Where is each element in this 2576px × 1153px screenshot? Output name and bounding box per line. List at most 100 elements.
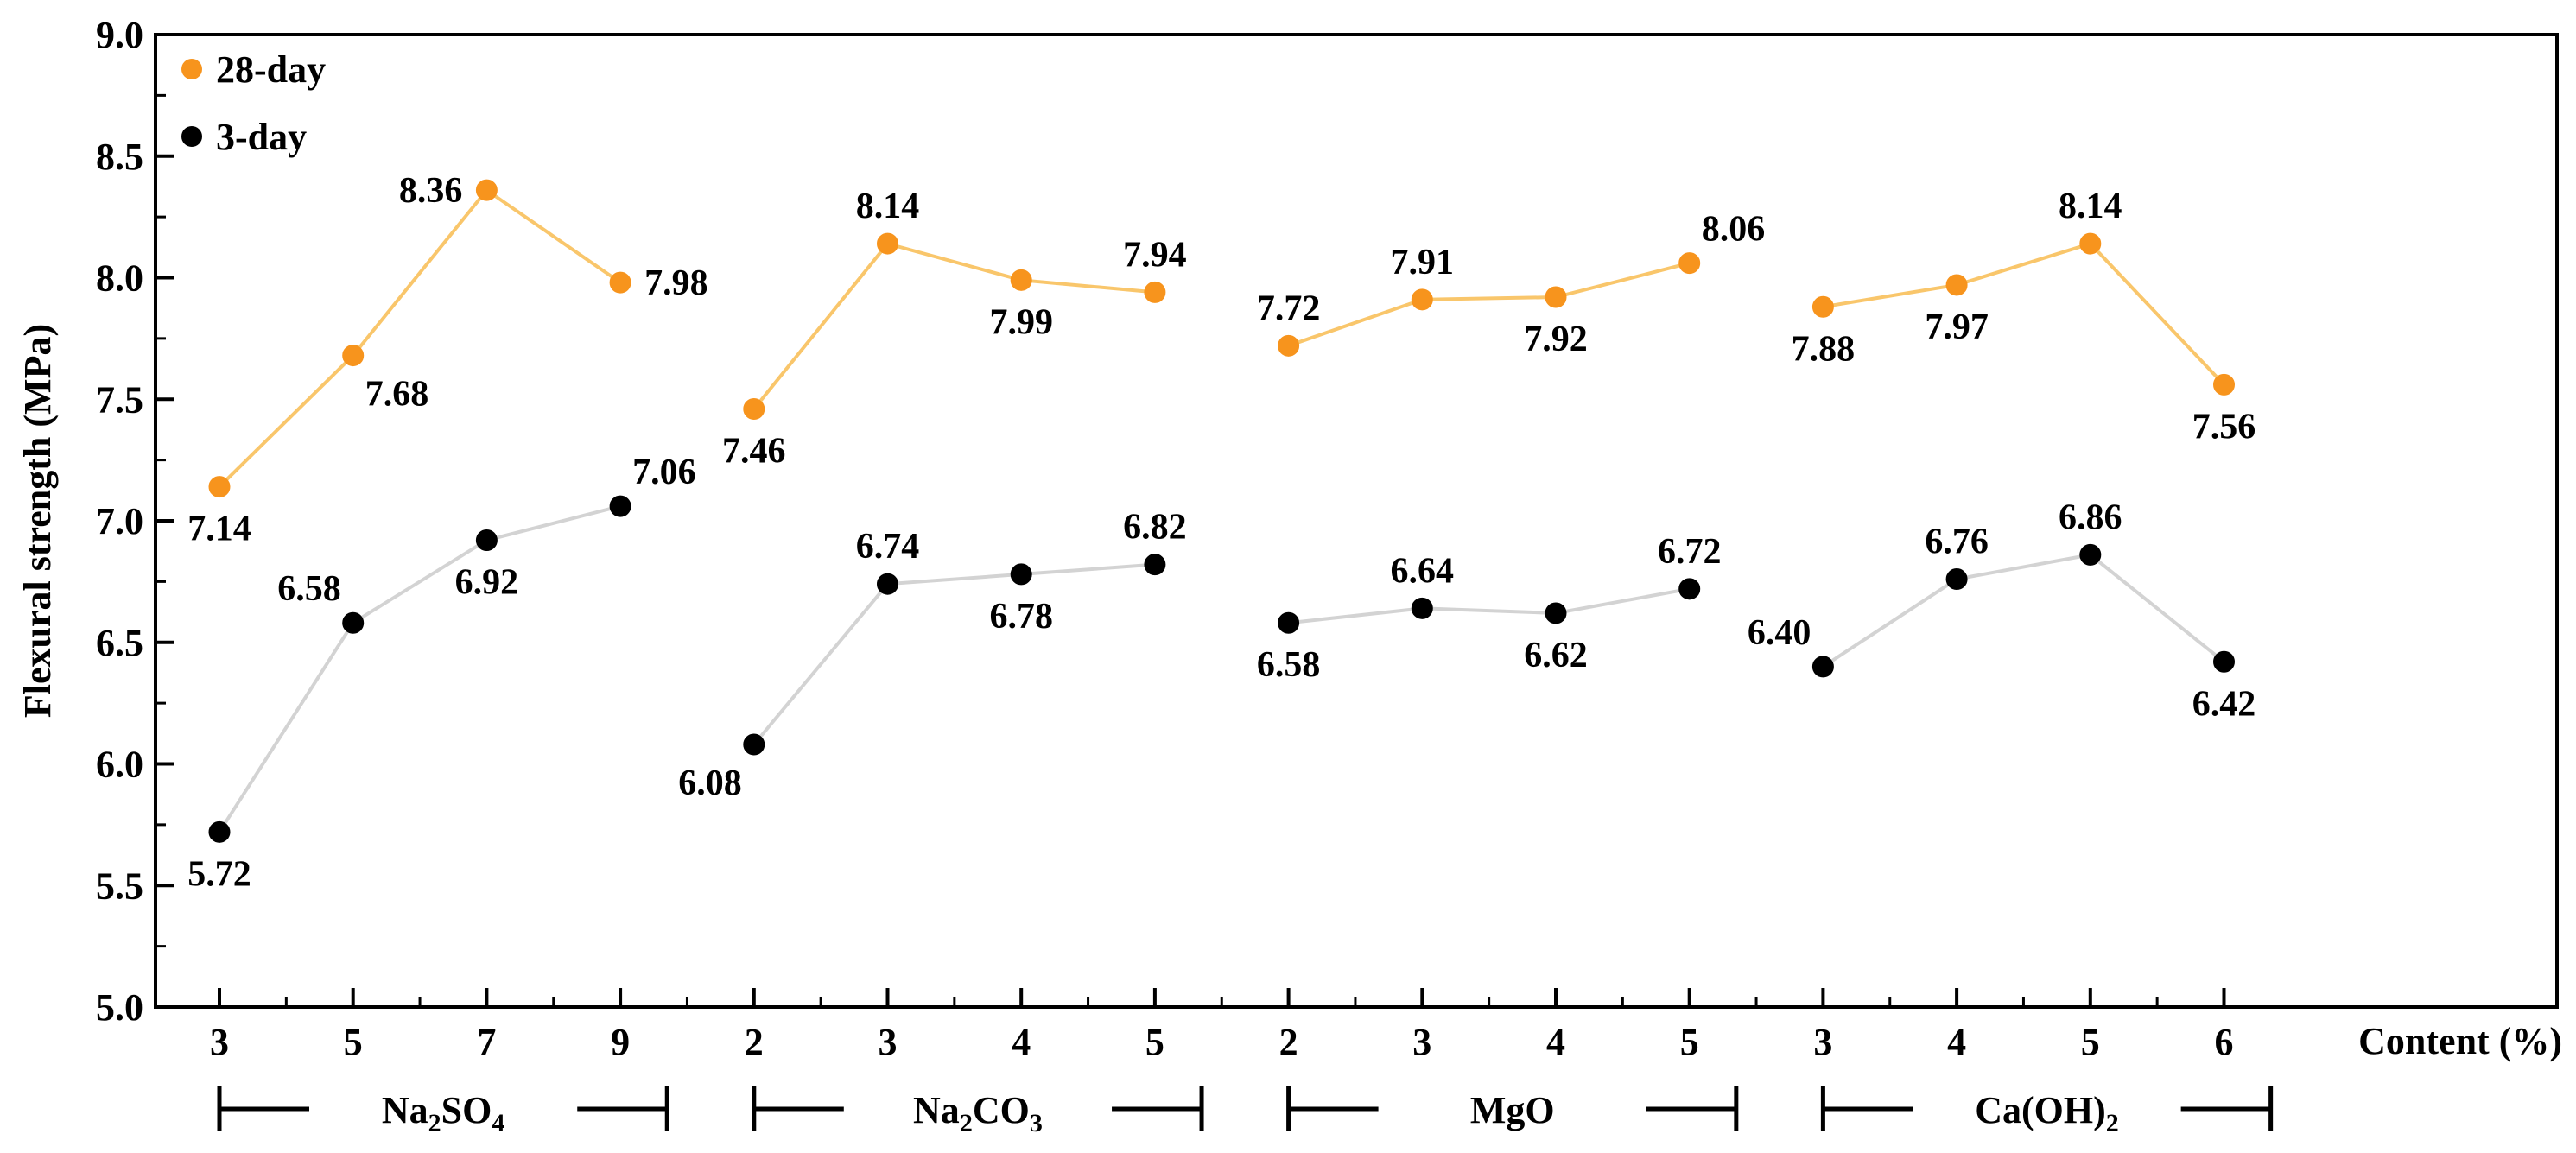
- data-label: 6.82: [1123, 508, 1187, 548]
- data-label: 6.62: [1524, 636, 1588, 675]
- data-point-3-day: [1411, 597, 1433, 619]
- data-point-3-day: [2079, 543, 2102, 566]
- series-line-3-day: [1822, 553, 2225, 668]
- data-point-3-day: [342, 611, 365, 634]
- data-point-3-day: [208, 820, 231, 843]
- group-label: MgO: [1470, 1089, 1555, 1131]
- data-label: 6.72: [1658, 532, 1722, 572]
- x-tick-label: 5: [1145, 1021, 1164, 1063]
- data-label: 7.56: [2192, 407, 2256, 447]
- data-label: 8.14: [2059, 187, 2122, 226]
- x-tick-label: 3: [210, 1021, 229, 1063]
- x-tick-label: 5: [1680, 1021, 1699, 1063]
- data-point-28-day: [877, 232, 898, 255]
- data-point-28-day: [1545, 286, 1567, 308]
- data-label: 8.06: [1702, 210, 1766, 250]
- group-label-part: Ca(OH): [1975, 1089, 2106, 1131]
- data-labels: 7.14 7.68 8.36 7.98 7.46 8.14 7.99 7.94 7.72 7.91…: [187, 171, 2256, 894]
- group-brackets: Na2SO4 Na2CO3 MgO Ca(OH)2: [217, 1086, 2274, 1137]
- data-label: 8.36: [399, 171, 463, 211]
- data-point-3-day: [1945, 568, 1968, 591]
- data-point-3-day: [1278, 611, 1300, 634]
- y-axis-title: Flexural strength (MPa): [16, 324, 59, 718]
- data-point-28-day: [1278, 334, 1300, 357]
- data-point-28-day: [342, 345, 365, 367]
- data-point-28-day: [475, 179, 498, 201]
- x-tick-label: 2: [745, 1021, 764, 1063]
- y-tick-label: 9.0: [96, 14, 143, 56]
- x-tick-label: 3: [1412, 1021, 1431, 1063]
- group-label: Na2SO4: [382, 1089, 504, 1137]
- legend-label: 28-day: [216, 48, 326, 91]
- data-point-28-day: [1010, 269, 1032, 291]
- group-label-part: MgO: [1470, 1089, 1555, 1131]
- data-label: 6.64: [1391, 551, 1455, 591]
- series-lines: [218, 187, 2225, 833]
- data-point-3-day: [1678, 578, 1701, 600]
- data-label: 7.68: [365, 375, 429, 415]
- group-label: Na2CO3: [913, 1089, 1043, 1137]
- legend: 28-day 3-day: [181, 48, 326, 158]
- group-label-part: SO: [441, 1089, 492, 1131]
- data-point-28-day: [1411, 288, 1433, 311]
- series-line-28-day: [1823, 241, 2225, 386]
- data-point-28-day: [1678, 252, 1701, 275]
- y-tick-label: 6.0: [96, 744, 143, 786]
- legend-marker-3-day: [181, 126, 202, 147]
- x-tick-label: 4: [1947, 1021, 1966, 1063]
- data-label: 6.92: [455, 563, 519, 603]
- y-axis: 5.0 5.5 6.0 6.5 7.0 7.5 8.0 8.5 9.0: [96, 14, 174, 1029]
- group-label-part: Na: [913, 1089, 960, 1131]
- data-point-3-day: [743, 733, 765, 756]
- group-label: Ca(OH)2: [1975, 1089, 2119, 1137]
- x-tick-label: 3: [879, 1021, 898, 1063]
- data-label: 6.86: [2059, 497, 2122, 537]
- x-axis-title: Content (%): [2358, 1020, 2562, 1062]
- series-points: [208, 179, 2235, 843]
- data-label: 6.74: [856, 527, 920, 567]
- series-line-28-day: [752, 241, 1156, 410]
- data-point-3-day: [609, 495, 631, 517]
- data-point-28-day: [2213, 373, 2235, 396]
- data-label: 7.46: [722, 432, 786, 472]
- data-point-28-day: [1144, 281, 1166, 303]
- data-label: 7.98: [644, 263, 708, 303]
- data-label: 7.97: [1925, 307, 1989, 347]
- data-label: 6.58: [1257, 645, 1321, 685]
- data-label: 5.72: [187, 854, 251, 894]
- plot-frame: [154, 33, 2559, 1009]
- data-label: 6.78: [989, 597, 1053, 637]
- data-point-3-day: [1010, 563, 1032, 586]
- series-line-28-day: [1287, 261, 1691, 348]
- x-tick-label: 2: [1279, 1021, 1298, 1063]
- y-tick-label: 8.5: [96, 136, 143, 178]
- x-tick-label: 4: [1546, 1021, 1565, 1063]
- x-tick-label: 6: [2215, 1021, 2234, 1063]
- x-tick-label: 4: [1012, 1021, 1031, 1063]
- x-axis: 3 5 7 9 2 3 4 5 2 3 4 5 3 4 5 6: [210, 988, 2234, 1063]
- data-label: 7.06: [632, 453, 696, 492]
- data-point-28-day: [609, 271, 631, 294]
- data-label: 6.42: [2192, 684, 2256, 724]
- x-tick-label: 5: [344, 1021, 363, 1063]
- y-tick-label: 8.0: [96, 257, 143, 300]
- legend-marker-28-day: [181, 59, 202, 79]
- data-label: 6.40: [1748, 613, 1811, 653]
- x-tick-label: 9: [611, 1021, 630, 1063]
- data-label: 6.76: [1925, 523, 1989, 562]
- series-line-28-day: [218, 187, 622, 489]
- data-label: 7.14: [187, 510, 251, 549]
- series-line-3-day: [218, 504, 621, 833]
- y-tick-label: 6.5: [96, 622, 143, 664]
- group-label-subscript: 3: [1030, 1109, 1043, 1137]
- x-tick-label: 7: [477, 1021, 496, 1063]
- data-label: 8.14: [856, 187, 920, 226]
- data-label: 7.92: [1524, 320, 1588, 359]
- data-label: 7.99: [989, 302, 1053, 342]
- y-tick-label: 7.0: [96, 500, 143, 542]
- data-label: 7.88: [1792, 329, 1856, 369]
- data-label: 6.58: [277, 569, 341, 609]
- group-label-subscript: 2: [428, 1109, 441, 1137]
- y-tick-label: 5.0: [96, 986, 143, 1029]
- data-label: 7.94: [1123, 235, 1187, 275]
